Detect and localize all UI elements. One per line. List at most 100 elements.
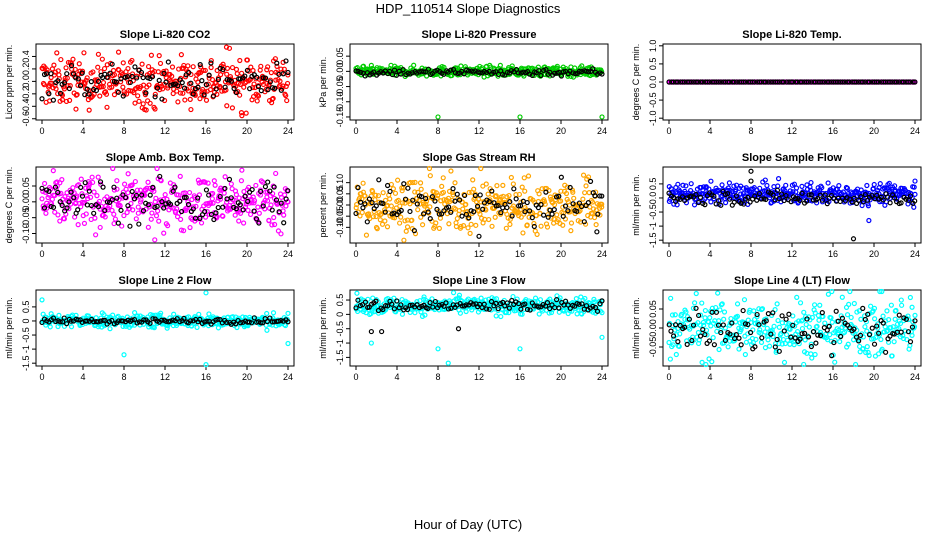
data-point [666,322,672,328]
data-point [233,66,240,72]
data-point [708,199,714,205]
data-point [200,67,206,74]
data-point [675,318,681,325]
data-point [509,63,515,69]
data-point [570,189,576,195]
data-point [404,224,411,230]
data-point [702,202,708,208]
data-point [366,304,372,310]
data-point [450,290,457,296]
data-point [527,208,533,214]
data-point [278,194,285,200]
data-point [467,230,473,236]
data-point [521,175,527,181]
data-point [672,312,678,318]
data-point [478,295,484,301]
data-point [504,300,510,306]
data-point [733,193,739,199]
data-point [154,85,161,91]
data-point [264,318,270,325]
data-point [202,89,208,95]
data-point [427,300,433,306]
data-point [181,228,187,234]
data-point [373,192,379,198]
data-point [422,312,428,318]
data-point [808,192,814,198]
y-tick-label: -0.6 [21,111,31,127]
data-point [208,57,214,64]
data-point [768,331,774,337]
data-point [407,201,413,207]
data-point [129,71,136,77]
data-point [271,214,277,221]
data-point [759,335,765,341]
data-point [272,85,278,91]
data-point [397,220,403,226]
data-point [242,73,248,79]
x-tick-label: 20 [242,372,252,382]
data-point [412,179,418,185]
data-point [821,325,827,331]
data-point [699,300,705,306]
data-point [695,329,702,336]
data-point [697,194,704,200]
data-point [824,327,830,333]
data-point [204,318,210,324]
data-point [727,331,733,337]
data-point [876,79,882,85]
data-point [135,204,141,210]
data-point [686,79,692,85]
data-point [183,194,189,200]
data-point [233,321,239,327]
data-point [136,98,142,104]
data-point [362,73,368,79]
data-point [181,85,188,91]
x-tick-label: 12 [787,249,797,259]
data-point [817,333,824,339]
data-point [749,79,755,85]
data-point [365,213,372,219]
data-point [682,324,688,330]
data-point [506,305,512,311]
data-point [376,177,382,183]
data-point [725,344,731,350]
data-point [237,202,243,208]
data-point [586,69,592,75]
data-point [436,302,442,308]
data-point [493,69,499,75]
data-point [152,94,158,100]
data-point [797,336,803,342]
data-point [159,96,165,102]
data-point [716,198,722,204]
data-point [391,295,397,301]
data-point [111,220,117,227]
data-point [258,63,264,69]
data-point [762,329,768,335]
data-point [709,359,715,365]
y-tick-label: -0.5 [648,92,658,108]
data-point [427,173,433,179]
data-point [194,197,201,203]
data-point [81,220,88,226]
data-point [366,196,372,202]
data-point [353,210,359,217]
data-point [213,86,219,92]
data-point [281,220,287,226]
data-point [752,193,758,199]
data-point [703,185,709,191]
data-point [384,224,391,230]
data-point [779,341,785,347]
data-point [136,221,142,227]
data-point [836,183,842,189]
x-tick-label: 8 [435,249,440,259]
data-point [61,86,68,92]
x-tick-label: 20 [869,249,879,259]
data-point [202,179,208,185]
data-point [904,336,910,343]
data-point [560,69,567,75]
data-point [551,202,558,208]
data-point [268,70,274,76]
data-point [756,191,763,197]
x-tick-label: 0 [666,372,671,382]
data-point [353,205,359,211]
